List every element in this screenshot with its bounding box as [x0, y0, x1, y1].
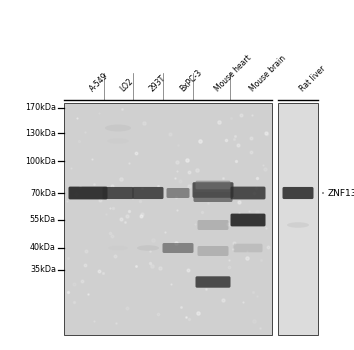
Text: BxPC-3: BxPC-3 — [178, 68, 204, 93]
Text: 55kDa: 55kDa — [30, 216, 56, 224]
FancyBboxPatch shape — [282, 187, 314, 199]
FancyBboxPatch shape — [234, 244, 263, 252]
Text: ZNF133: ZNF133 — [328, 189, 354, 197]
Text: 40kDa: 40kDa — [30, 244, 56, 252]
Ellipse shape — [105, 125, 131, 132]
FancyBboxPatch shape — [230, 187, 266, 199]
Bar — [278, 103, 318, 335]
Ellipse shape — [287, 222, 309, 228]
Text: 293T: 293T — [148, 73, 168, 93]
FancyBboxPatch shape — [195, 181, 230, 189]
Text: 35kDa: 35kDa — [30, 266, 56, 274]
Text: 70kDa: 70kDa — [30, 189, 56, 197]
FancyBboxPatch shape — [198, 246, 228, 256]
Text: LO2: LO2 — [118, 76, 135, 93]
FancyBboxPatch shape — [162, 243, 194, 253]
Text: 100kDa: 100kDa — [25, 156, 56, 166]
FancyBboxPatch shape — [194, 192, 233, 202]
FancyBboxPatch shape — [69, 187, 108, 199]
FancyBboxPatch shape — [193, 182, 234, 198]
Text: Rat liver: Rat liver — [298, 64, 327, 93]
FancyBboxPatch shape — [195, 276, 230, 288]
FancyBboxPatch shape — [103, 187, 133, 199]
FancyBboxPatch shape — [166, 188, 189, 198]
Ellipse shape — [108, 246, 128, 251]
FancyBboxPatch shape — [132, 187, 164, 199]
Bar — [64, 103, 272, 335]
Ellipse shape — [107, 138, 129, 144]
FancyBboxPatch shape — [198, 220, 228, 230]
Text: 170kDa: 170kDa — [25, 104, 56, 112]
FancyBboxPatch shape — [230, 214, 266, 226]
Text: Mouse brain: Mouse brain — [248, 53, 288, 93]
Text: A-549: A-549 — [88, 71, 110, 93]
Ellipse shape — [137, 245, 159, 251]
Text: 130kDa: 130kDa — [25, 128, 56, 138]
Ellipse shape — [77, 135, 99, 141]
Text: Mouse heart: Mouse heart — [213, 53, 253, 93]
